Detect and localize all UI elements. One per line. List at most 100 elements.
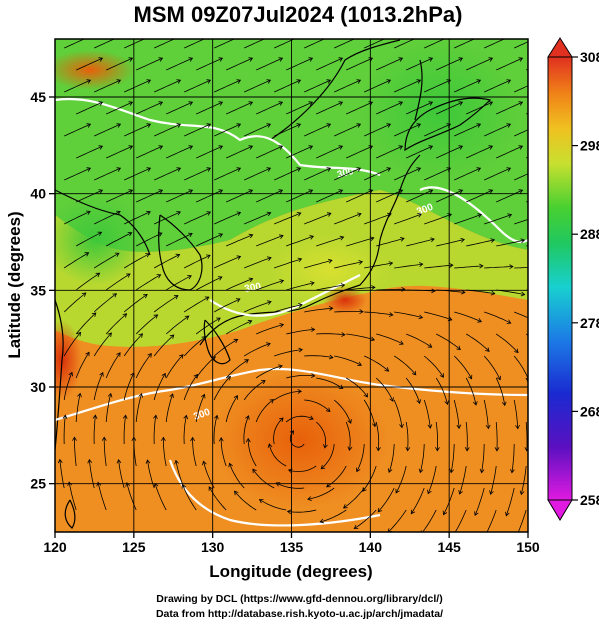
streamline xyxy=(346,101,373,115)
streamline xyxy=(345,377,368,398)
streamline-arrowhead xyxy=(524,447,528,452)
streamline xyxy=(76,189,103,203)
streamline-arrowhead xyxy=(506,167,512,172)
streamline-arrowhead xyxy=(431,288,436,294)
streamline-arrowhead xyxy=(388,261,394,266)
streamline xyxy=(63,252,89,269)
streamline-arrowhead xyxy=(537,124,541,128)
streamline-arrowhead xyxy=(338,384,344,389)
streamline-arrowhead xyxy=(297,389,302,394)
streamline-arrowhead xyxy=(248,277,254,283)
coastline-kyushu xyxy=(203,319,231,365)
streamline-arrowhead xyxy=(218,189,224,194)
streamline-arrowhead xyxy=(516,533,520,537)
streamline-arrowhead xyxy=(518,145,524,150)
x-tick-label: 150 xyxy=(516,539,540,555)
streamline-arrowhead xyxy=(138,392,143,398)
streamline xyxy=(304,39,326,49)
streamline xyxy=(454,167,481,181)
streamline xyxy=(490,465,497,495)
streamline-arrowhead xyxy=(507,213,513,218)
streamline xyxy=(244,257,272,269)
streamline-arrowhead xyxy=(206,254,211,259)
streamline xyxy=(343,487,365,509)
streamline-arrowhead xyxy=(519,490,525,496)
streamline xyxy=(495,421,498,451)
streamline xyxy=(214,167,241,181)
streamline xyxy=(163,437,167,467)
streamline xyxy=(213,376,231,401)
streamline-arrowhead xyxy=(416,167,422,172)
streamline xyxy=(76,101,103,115)
streamline-arrowhead xyxy=(338,101,344,106)
streamline-arrowhead xyxy=(476,167,482,172)
streamline xyxy=(184,123,211,137)
streamline-arrowhead xyxy=(114,252,120,257)
streamline xyxy=(64,123,91,137)
streamline xyxy=(304,259,332,269)
streamline xyxy=(154,167,181,181)
streamline xyxy=(126,482,137,511)
streamline-arrowhead xyxy=(514,348,519,354)
streamline-arrowhead xyxy=(116,459,122,464)
streamline-arrowhead xyxy=(398,189,404,194)
streamline-arrowhead xyxy=(398,101,404,106)
coastline-china xyxy=(55,189,151,451)
streamline-arrowhead xyxy=(439,373,444,378)
streamline-arrowhead xyxy=(427,424,433,429)
streamline xyxy=(106,145,133,159)
streamline xyxy=(196,276,223,291)
streamline-arrowhead xyxy=(460,237,465,243)
streamline-arrowhead xyxy=(298,347,303,353)
streamline-arrowhead xyxy=(323,443,328,449)
streamline-arrowhead xyxy=(235,298,241,303)
streamline-arrowhead xyxy=(68,371,74,377)
streamline xyxy=(394,123,421,137)
streamline-arrowhead xyxy=(338,189,344,194)
streamline-arrowhead xyxy=(467,374,473,380)
contour-300-south xyxy=(55,367,528,422)
y-tick-label: 35 xyxy=(30,282,46,298)
streamline xyxy=(136,232,163,247)
streamline-arrowhead xyxy=(217,276,223,281)
streamline-arrowhead xyxy=(368,57,374,62)
streamline xyxy=(483,399,489,429)
streamline-arrowhead xyxy=(252,468,257,474)
streamline xyxy=(304,167,331,181)
streamline-arrowhead xyxy=(418,468,424,474)
streamline xyxy=(64,79,91,93)
streamline-arrowhead xyxy=(248,101,254,106)
streamline-arrowhead xyxy=(146,210,151,216)
streamline-arrowhead xyxy=(145,459,151,464)
streamline-arrowhead xyxy=(328,354,334,360)
streamline-arrowhead xyxy=(286,509,292,515)
streamline xyxy=(346,333,375,341)
streamline-arrowhead xyxy=(357,361,362,366)
streamline xyxy=(226,145,253,159)
streamline-arrowhead xyxy=(176,123,182,128)
streamline xyxy=(214,39,236,49)
streamline-arrowhead xyxy=(266,167,272,172)
streamline xyxy=(93,332,112,357)
streamline xyxy=(495,377,506,406)
streamline-arrowhead xyxy=(320,464,326,470)
streamline-arrowhead xyxy=(181,483,187,489)
x-axis-label: Longitude (degrees) xyxy=(209,562,372,581)
streamline-arrowhead xyxy=(97,231,103,236)
streamline-arrowhead xyxy=(518,57,524,62)
streamline-arrowhead xyxy=(176,211,182,216)
streamline xyxy=(244,39,266,49)
streamline xyxy=(94,39,116,49)
streamline-arrowhead xyxy=(416,399,421,404)
streamline xyxy=(466,101,493,115)
x-tick-label: 140 xyxy=(359,539,383,555)
streamline xyxy=(505,487,515,516)
streamline xyxy=(393,355,417,376)
streamline-arrowhead xyxy=(428,145,434,150)
streamline xyxy=(184,167,211,181)
streamline xyxy=(76,57,103,71)
streamline-arrowhead xyxy=(98,189,104,194)
streamline xyxy=(364,262,393,269)
streamline-arrowhead xyxy=(494,447,500,452)
streamline-arrowhead xyxy=(116,79,122,84)
